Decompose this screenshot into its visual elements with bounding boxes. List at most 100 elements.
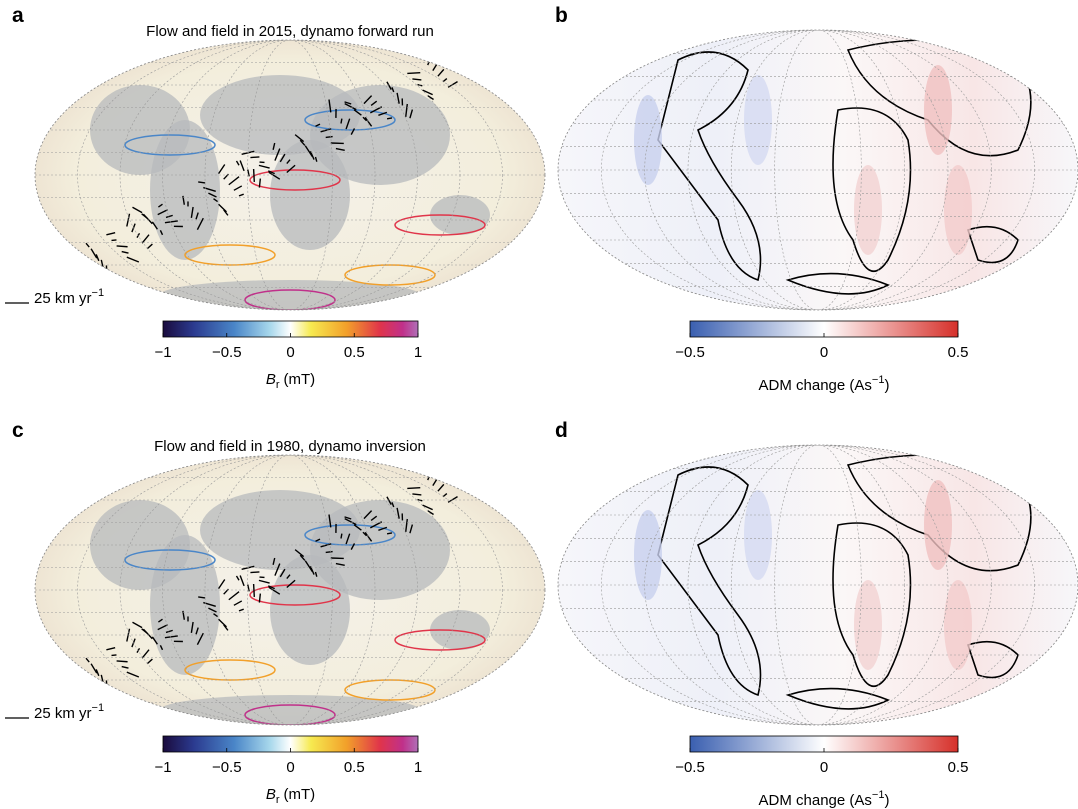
flow-arrow xyxy=(353,524,362,531)
flow-arrow xyxy=(427,510,434,516)
meridian xyxy=(77,455,503,725)
flow-arrow xyxy=(37,263,51,267)
flow-arrow xyxy=(536,680,541,690)
colorbar-tick-label: 0.5 xyxy=(948,759,969,776)
flow-arrow xyxy=(116,245,128,248)
flow-arrow xyxy=(141,234,150,244)
coastline xyxy=(657,454,1032,710)
flow-arrow xyxy=(448,55,454,63)
flow-arrow xyxy=(539,302,545,306)
flow-arrow xyxy=(440,462,449,473)
meridian xyxy=(162,40,418,310)
flow-arrow xyxy=(409,524,414,534)
flow-arrow xyxy=(325,135,333,139)
colorbar-tick-label: −0.5 xyxy=(675,759,705,776)
flow-arrow xyxy=(508,301,521,310)
flow-arrow xyxy=(159,230,164,236)
flow-arrow xyxy=(412,493,422,496)
flow-arrow xyxy=(328,514,332,528)
flow-arrow xyxy=(529,289,537,294)
flow-arrow xyxy=(106,646,116,651)
flow-arrow xyxy=(159,645,164,651)
flow-arrow xyxy=(344,518,357,526)
field-blob xyxy=(634,510,662,600)
flow-arrow xyxy=(412,78,422,81)
panel-label: a xyxy=(12,4,24,27)
flow-arrow xyxy=(493,50,500,62)
colorbar-tick-label: −1 xyxy=(154,344,171,361)
flow-arrow xyxy=(106,231,116,236)
coastline xyxy=(657,39,1032,295)
flow-arrow xyxy=(258,178,262,188)
flow-arrow xyxy=(268,586,281,595)
flow-arrow xyxy=(499,56,505,63)
flow-arrow xyxy=(165,214,173,219)
flow-arrow xyxy=(315,538,321,542)
flow-arrow xyxy=(396,507,400,519)
text-run: B xyxy=(266,786,276,803)
panel: −1 −0.5 0 0.5 1 xyxy=(5,39,546,361)
flow-arrow xyxy=(344,516,352,520)
flow-arrow xyxy=(151,221,158,230)
contour xyxy=(344,264,436,286)
flow-arrow xyxy=(369,106,383,114)
flow-arrow xyxy=(286,574,291,579)
colorbar-tick-label: 0.5 xyxy=(948,344,969,361)
scale-label: 25 km yr−1 xyxy=(34,287,104,307)
flow-arrow xyxy=(258,164,270,169)
flow-arrow xyxy=(405,518,408,533)
field-blob xyxy=(924,65,952,155)
colorbar-tick-label: −0.5 xyxy=(212,759,242,776)
flow-arrow xyxy=(195,627,199,635)
flow-arrow xyxy=(105,265,108,275)
flow-arrow xyxy=(158,618,163,623)
flow-arrow xyxy=(386,532,393,535)
flow-arrow xyxy=(55,273,61,278)
field-blob xyxy=(944,580,972,670)
flow-arrow xyxy=(536,265,541,275)
map-outline xyxy=(34,39,546,311)
panel-title: Flow and field in 2015, dynamo forward r… xyxy=(146,23,434,40)
flow-arrow xyxy=(250,571,260,574)
flow-arrow xyxy=(447,81,458,88)
flow-arrow xyxy=(294,549,305,558)
flow-arrow xyxy=(362,531,367,537)
flow-arrow xyxy=(35,689,36,695)
flow-arrow xyxy=(146,243,153,250)
flow-arrow xyxy=(286,579,296,589)
flow-arrow xyxy=(320,128,332,133)
flow-arrow xyxy=(315,123,321,127)
flow-arrow xyxy=(513,306,522,310)
flow-arrow xyxy=(462,468,474,471)
flow-arrow xyxy=(345,533,351,545)
map xyxy=(558,30,1078,310)
flow-arrow xyxy=(286,159,291,164)
flow-arrow xyxy=(165,629,173,634)
flow-arrow xyxy=(344,101,352,105)
flow-arrow xyxy=(37,678,51,682)
flow-arrow xyxy=(442,78,448,83)
flow-arrow xyxy=(518,42,523,48)
flow-arrow xyxy=(66,671,72,679)
flow-arrow xyxy=(340,533,343,539)
contour xyxy=(249,169,341,191)
text-run: ) xyxy=(884,792,889,809)
flow-arrow xyxy=(190,621,194,633)
flow-arrow xyxy=(524,695,534,704)
flow-arrow xyxy=(440,47,449,58)
continent xyxy=(430,610,490,650)
flow-arrow xyxy=(452,55,459,69)
flow-arrow xyxy=(238,608,244,612)
flow-arrow xyxy=(66,262,77,273)
contour xyxy=(184,244,276,266)
panel: −1 −0.5 0 0.5 1 xyxy=(5,454,546,776)
text-run: ) xyxy=(884,377,889,394)
flow-arrow xyxy=(294,134,305,143)
flow-arrow xyxy=(363,95,373,105)
panel-title: Flow and field in 1980, dynamo inversion xyxy=(154,438,426,455)
flow-arrow xyxy=(121,665,129,669)
flow-arrow xyxy=(190,206,194,218)
colorbar-tick-label: 0 xyxy=(820,759,828,776)
flow-arrow xyxy=(386,81,392,90)
